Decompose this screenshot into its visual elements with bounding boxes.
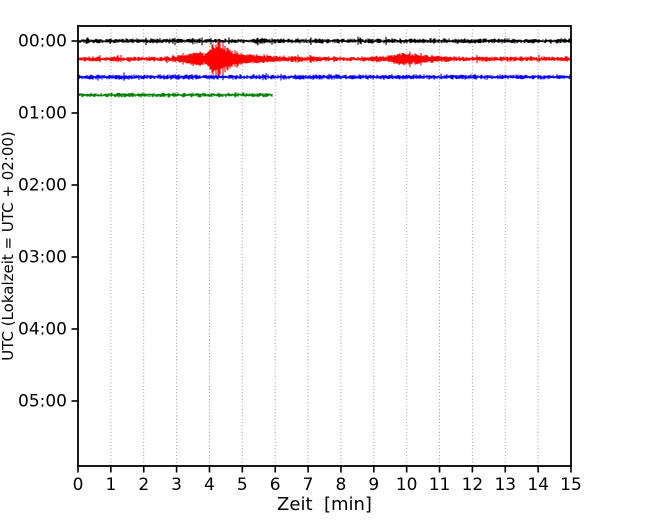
trace-layer bbox=[78, 36, 571, 98]
x-tick-label-11: 11 bbox=[429, 475, 451, 495]
x-tick-label-7: 7 bbox=[303, 475, 314, 495]
y-tick-label-2: 02:00 bbox=[18, 176, 67, 196]
plot-frame bbox=[77, 25, 572, 467]
tick-label-layer: 0 1 2 3 4 5 6 7 8 9 10 11 12 13 14 1500:0001:0002:0003:… bbox=[18, 32, 582, 496]
trace-00-15 bbox=[78, 40, 571, 78]
x-tick-label-3: 3 bbox=[171, 475, 182, 495]
x-tick-label-0: 0 bbox=[73, 475, 84, 495]
x-tick-label-13: 13 bbox=[494, 475, 516, 495]
x-tick-label-5: 5 bbox=[237, 475, 248, 495]
grid-layer bbox=[110, 26, 539, 466]
trace-00-45 bbox=[78, 92, 273, 98]
x-tick-label-1: 1 bbox=[105, 475, 116, 495]
axis-layer bbox=[71, 25, 572, 473]
x-tick-label-10: 10 bbox=[396, 475, 418, 495]
x-tick-label-14: 14 bbox=[527, 475, 549, 495]
x-tick-label-9: 9 bbox=[368, 475, 379, 495]
x-tick-label-6: 6 bbox=[270, 475, 281, 495]
x-tick-label-12: 12 bbox=[462, 475, 484, 495]
x-tick-label-15: 15 bbox=[560, 475, 582, 495]
trace-00-30 bbox=[78, 72, 571, 81]
y-tick-label-0: 00:00 bbox=[18, 32, 67, 52]
y-tick-label-3: 03:00 bbox=[18, 248, 67, 268]
x-tick-label-8: 8 bbox=[336, 475, 347, 495]
y-tick-label-5: 05:00 bbox=[18, 392, 67, 412]
x-tick-label-2: 2 bbox=[138, 475, 149, 495]
x-tick-label-4: 4 bbox=[204, 475, 215, 495]
y-tick-label-1: 01:00 bbox=[18, 104, 67, 124]
trace-00-00 bbox=[78, 36, 571, 46]
x-axis-label: Zeit [min] bbox=[277, 494, 372, 515]
y-axis-label: UTC (Lokalzeit = UTC + 02:00) bbox=[0, 131, 17, 361]
y-tick-label-4: 04:00 bbox=[18, 320, 67, 340]
